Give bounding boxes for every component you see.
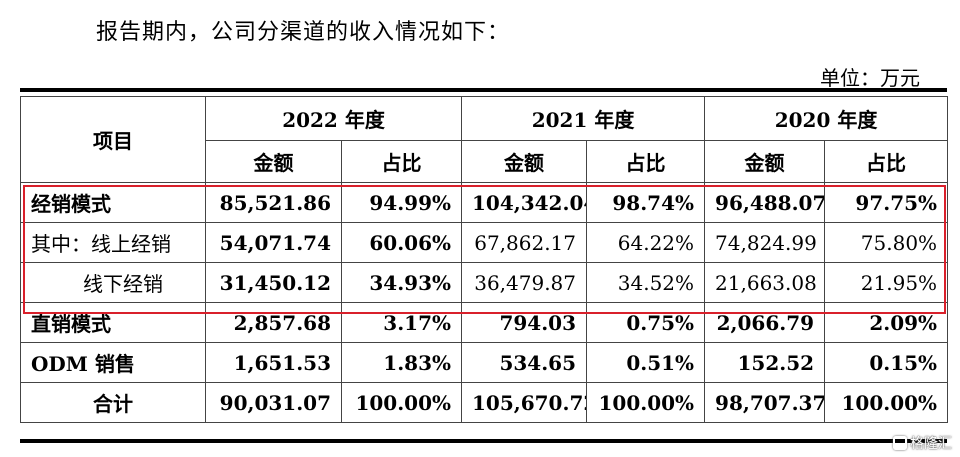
cell-2021-ratio: 0.51% [586, 342, 706, 383]
year-header-2021: 2021 年度 [461, 96, 706, 141]
row-label: 线下经销 [20, 262, 206, 303]
cell-2022-amount: 1,651.53 [205, 342, 342, 383]
cell-2020-amount: 152.52 [704, 342, 826, 383]
table-row-offline: 线下经销 31,450.12 34.93% 36,479.87 34.52% 2… [20, 262, 949, 303]
cell-2021-amount: 104,342.04 [461, 182, 588, 223]
header-row-years: 项目 2022 年度 2021 年度 2020 年度 [20, 96, 949, 183]
row-label: 其中：线上经销 [20, 222, 206, 263]
cell-2022-ratio: 1.83% [340, 342, 463, 383]
cell-2020-ratio: 21.95% [824, 262, 949, 303]
row-label: 经销模式 [20, 182, 206, 223]
row-label: 直销模式 [20, 302, 206, 343]
cell-2022-ratio: 60.06% [340, 222, 463, 263]
unit-label: 单位：万元 [820, 66, 920, 90]
table-row-distribution: 经销模式 85,521.86 94.99% 104,342.04 98.74% … [20, 182, 949, 223]
year-header-2022: 2022 年度 [204, 96, 463, 141]
cell-2021-amount: 794.03 [461, 302, 588, 343]
watermark-logo-icon [893, 436, 907, 450]
amount-header: 金额 [461, 140, 588, 183]
table-top-rule [20, 88, 947, 92]
cell-2022-amount: 31,450.12 [205, 262, 342, 303]
cell-2021-ratio: 34.52% [586, 262, 706, 303]
year-header-2020: 2020 年度 [704, 96, 949, 141]
cell-2021-amount: 36,479.87 [461, 262, 588, 303]
cell-2022-amount: 85,521.86 [205, 182, 342, 223]
table-row-direct: 直销模式 2,857.68 3.17% 794.03 0.75% 2,066.7… [20, 302, 949, 343]
cell-2021-ratio: 98.74% [586, 182, 706, 223]
cell-2021-ratio: 100.00% [586, 382, 706, 423]
table-bottom-rule [20, 439, 947, 443]
cell-2022-ratio: 34.93% [340, 262, 463, 303]
cell-2021-amount: 67,862.17 [461, 222, 588, 263]
cell-2020-ratio: 2.09% [824, 302, 949, 343]
cell-2020-ratio: 100.00% [824, 382, 949, 423]
cell-2020-amount: 21,663.08 [704, 262, 826, 303]
watermark: 格隆汇 [893, 433, 952, 453]
cell-2021-amount: 534.65 [461, 342, 588, 383]
cell-2020-ratio: 75.80% [824, 222, 949, 263]
item-header: 项目 [20, 96, 206, 183]
cell-2022-ratio: 94.99% [340, 182, 463, 223]
table-row-online: 其中：线上经销 54,071.74 60.06% 67,862.17 64.22… [20, 222, 949, 263]
watermark-text: 格隆汇 [910, 436, 952, 452]
ratio-header: 占比 [586, 140, 706, 183]
cell-2020-amount: 74,824.99 [704, 222, 826, 263]
intro-text: 报告期内，公司分渠道的收入情况如下： [96, 20, 511, 45]
cell-2022-ratio: 3.17% [340, 302, 463, 343]
ratio-header: 占比 [340, 140, 463, 183]
cell-2022-amount: 2,857.68 [205, 302, 342, 343]
amount-header: 金额 [205, 140, 342, 183]
revenue-table: 项目 2022 年度 2021 年度 2020 年度 金额 占比 金额 占比 金… [20, 96, 949, 423]
row-label: 合计 [20, 382, 206, 423]
cell-2022-amount: 90,031.07 [205, 382, 342, 423]
cell-2022-ratio: 100.00% [340, 382, 463, 423]
cell-2021-amount: 105,670.72 [461, 382, 588, 423]
table-row-total: 合计 90,031.07 100.00% 105,670.72 100.00% … [20, 382, 949, 423]
cell-2020-ratio: 0.15% [824, 342, 949, 383]
cell-2021-ratio: 0.75% [586, 302, 706, 343]
amount-header: 金额 [704, 140, 826, 183]
ratio-header: 占比 [824, 140, 949, 183]
cell-2020-amount: 98,707.37 [704, 382, 826, 423]
cell-2020-amount: 2,066.79 [704, 302, 826, 343]
cell-2020-amount: 96,488.07 [704, 182, 826, 223]
cell-2022-amount: 54,071.74 [205, 222, 342, 263]
cell-2020-ratio: 97.75% [824, 182, 949, 223]
row-label: ODM 销售 [20, 342, 206, 383]
table-row-odm: ODM 销售 1,651.53 1.83% 534.65 0.51% 152.5… [20, 342, 949, 383]
cell-2021-ratio: 64.22% [586, 222, 706, 263]
